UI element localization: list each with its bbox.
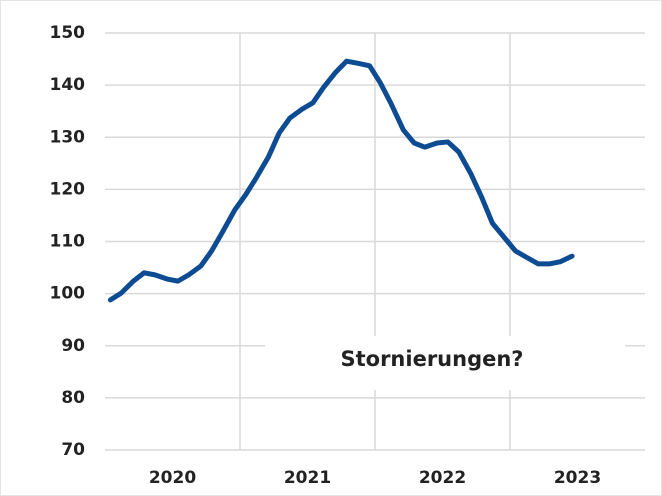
x-tick-label: 2021 [284,468,331,488]
y-tick-label: 110 [50,232,86,252]
x-tick-label: 2020 [149,468,196,488]
y-tick-label: 90 [61,336,85,356]
y-tick-label: 140 [50,75,86,95]
y-tick-label: 130 [50,127,86,147]
y-tick-label: 80 [61,388,85,408]
data-line [107,58,575,303]
y-tick-label: 120 [50,179,86,199]
annotation-bg [265,336,625,390]
annotation: Stornierungen? [340,347,523,371]
y-tick-label: 100 [50,284,86,304]
y-tick-label: 70 [61,440,85,460]
x-tick-label: 2023 [554,468,601,488]
x-tick-label: 2022 [419,468,466,488]
y-tick-label: 150 [50,23,86,43]
